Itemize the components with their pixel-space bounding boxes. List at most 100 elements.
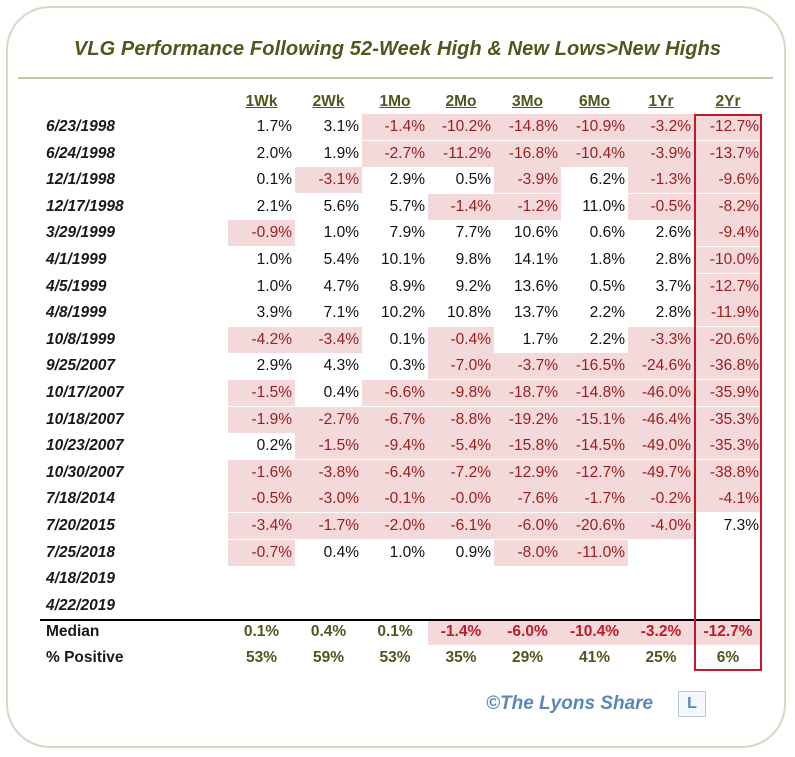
value-cell-2wk: -3.4%	[295, 326, 362, 353]
column-header-2mo: 2Mo	[445, 93, 477, 110]
brand-text: ©The Lyons Share	[486, 693, 654, 714]
value-cell-6mo: -14.5%	[561, 433, 628, 460]
column-header-6mo: 6Mo	[579, 93, 610, 110]
value-cell-1yr: 3.7%	[628, 273, 694, 300]
chart-title: VLG Performance Following 52-Week High &…	[73, 38, 722, 60]
value-cell-2wk: 1.9%	[295, 140, 362, 167]
value-cell-6mo: 0.6%	[561, 220, 628, 247]
summary-label: Median	[46, 623, 100, 640]
value-cell-1wk: -0.7%	[228, 539, 295, 566]
value-cell-1mo: 1.0%	[362, 539, 428, 566]
summary-value-6mo: -10.4%	[561, 619, 628, 645]
value-cell-2mo: -7.0%	[428, 353, 494, 380]
value-cell-2mo: -0.0%	[428, 486, 494, 513]
value-cell-2mo: -6.1%	[428, 513, 494, 539]
value-cell-1yr: -3.2%	[628, 114, 694, 140]
value-cell-3mo: -7.6%	[494, 486, 561, 513]
value-cell-3mo: -6.0%	[494, 513, 561, 539]
value-cell-3mo: -15.8%	[494, 433, 561, 460]
value-cell-1wk: 0.1%	[228, 167, 295, 194]
value-cell-2mo: -9.8%	[428, 380, 494, 406]
value-cell-1wk: -0.5%	[228, 486, 295, 513]
summary-label: % Positive	[46, 649, 124, 666]
value-cell-6mo: 0.5%	[561, 273, 628, 300]
value-cell-2yr: -12.7%	[694, 273, 762, 300]
value-cell-1wk: -4.2%	[228, 326, 295, 353]
value-cell-2wk: -3.8%	[295, 459, 362, 486]
row-date: 4/1/1999	[46, 251, 107, 268]
value-cell-6mo: 6.2%	[561, 167, 628, 194]
value-cell-2yr: -9.6%	[694, 167, 762, 194]
summary-value-1wk: 53%	[245, 649, 278, 666]
value-cell-2mo: -8.8%	[428, 406, 494, 433]
summary-value-2yr: 6%	[716, 649, 740, 666]
value-cell-3mo: -3.9%	[494, 167, 561, 194]
row-date: 3/29/1999	[46, 224, 115, 242]
value-cell-6mo: 2.2%	[561, 326, 628, 353]
summary-value-2mo: 35%	[445, 649, 477, 666]
row-date: 6/23/1998	[46, 118, 115, 135]
value-cell-1mo: 5.7%	[362, 193, 428, 220]
row-date: 10/23/2007	[46, 437, 124, 455]
value-cell-1mo: 10.1%	[362, 247, 428, 273]
value-cell-1mo: 8.9%	[362, 273, 428, 300]
value-cell-2wk: -1.5%	[295, 433, 362, 460]
value-cell-1yr: -49.0%	[628, 433, 694, 460]
value-cell-2yr: -13.7%	[694, 140, 762, 167]
title-divider	[18, 77, 773, 79]
value-cell-6mo: -11.0%	[561, 539, 628, 566]
row-date: 7/20/2015	[46, 517, 115, 534]
value-cell-2wk: -2.7%	[295, 406, 362, 433]
value-cell-1wk: -1.5%	[228, 380, 295, 406]
row-date: 6/24/1998	[46, 144, 115, 162]
value-cell-6mo: -10.4%	[561, 140, 628, 167]
value-cell-3mo: -19.2%	[494, 406, 561, 433]
row-date: 4/5/1999	[46, 277, 107, 295]
value-cell-2yr: -8.2%	[694, 193, 762, 220]
value-cell-1wk: 0.2%	[228, 433, 295, 460]
value-cell-2mo: -0.4%	[428, 326, 494, 353]
value-cell-1wk: 2.0%	[228, 140, 295, 167]
value-cell-2mo: -10.2%	[428, 114, 494, 140]
value-cell-1mo: -1.4%	[362, 114, 428, 140]
summary-value-2wk: 0.4%	[310, 623, 347, 640]
value-cell-2mo: 10.8%	[428, 300, 494, 327]
row-date: 10/17/2007	[46, 384, 124, 401]
value-cell-1wk: -3.4%	[228, 513, 295, 539]
value-cell-3mo: -8.0%	[494, 539, 561, 566]
value-cell-2wk: 0.4%	[295, 380, 362, 406]
value-cell-6mo: -16.5%	[561, 353, 628, 380]
value-cell-2wk: -3.0%	[295, 486, 362, 513]
value-cell-2wk: -3.1%	[295, 167, 362, 194]
value-cell-1wk: 3.9%	[228, 300, 295, 327]
summary-value-2wk: 59%	[312, 649, 345, 666]
value-cell-2mo: 9.2%	[428, 273, 494, 300]
column-header-1wk: 1Wk	[245, 93, 278, 110]
value-cell-3mo: 10.6%	[494, 220, 561, 247]
value-cell-1yr: -0.2%	[628, 486, 694, 513]
value-cell-6mo: 1.8%	[561, 247, 628, 273]
value-cell-2wk: -1.7%	[295, 513, 362, 539]
value-cell-1yr: -0.5%	[628, 193, 694, 220]
value-cell-1mo: -6.4%	[362, 459, 428, 486]
summary-value-1mo: 53%	[379, 649, 411, 666]
value-cell-2yr: -20.6%	[694, 326, 762, 353]
value-cell-1wk: 1.0%	[228, 273, 295, 300]
summary-value-1yr: 25%	[645, 649, 677, 666]
value-cell-2yr: -9.4%	[694, 220, 762, 247]
row-date: 10/30/2007	[46, 463, 124, 481]
row-date: 9/25/2007	[46, 357, 115, 375]
summary-value-2yr: -12.7%	[694, 619, 762, 645]
value-cell-6mo: -20.6%	[561, 513, 628, 539]
value-cell-1wk: -1.6%	[228, 459, 295, 486]
summary-value-2mo: -1.4%	[428, 619, 494, 645]
value-cell-6mo: -1.7%	[561, 486, 628, 513]
column-header-1yr: 1Yr	[648, 93, 674, 110]
value-cell-2yr: -11.9%	[694, 300, 762, 327]
value-cell-2yr: -10.0%	[694, 247, 762, 273]
value-cell-1yr: -46.0%	[628, 380, 694, 406]
value-cell-2yr: 7.3%	[694, 513, 762, 539]
value-cell-3mo: 13.7%	[494, 300, 561, 327]
value-cell-2mo: 9.8%	[428, 247, 494, 273]
value-cell-1mo: -6.6%	[362, 380, 428, 406]
